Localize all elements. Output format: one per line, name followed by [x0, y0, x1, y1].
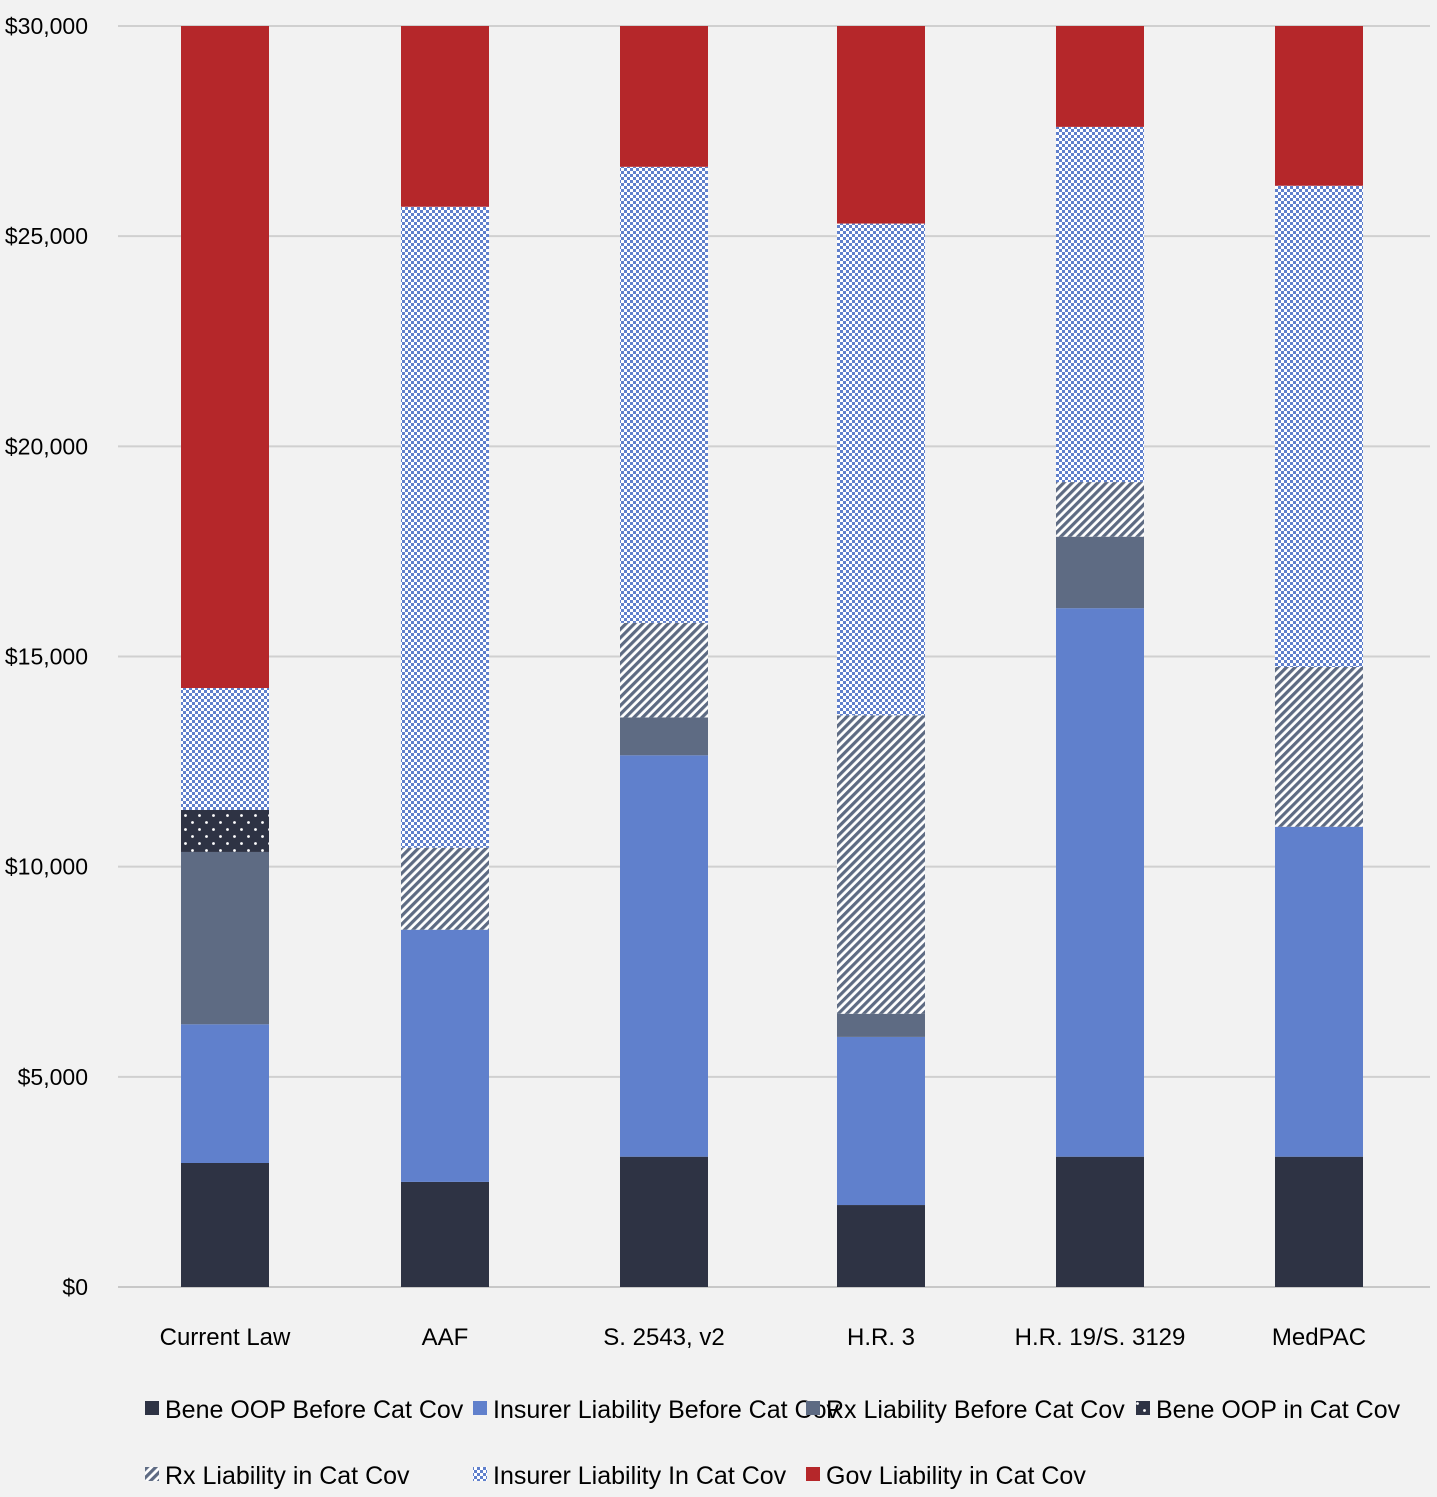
- legend-swatch: [145, 1467, 159, 1481]
- x-category-label: AAF: [422, 1324, 469, 1351]
- bar-segment: [1056, 482, 1144, 537]
- x-category-label: H.R. 19/S. 3129: [1015, 1324, 1186, 1351]
- legend-item: Bene OOP Before Cat Cov: [145, 1396, 464, 1424]
- bar-segment: [181, 1163, 269, 1287]
- legend-label: Bene OOP in Cat Cov: [1156, 1396, 1401, 1424]
- bar-segment: [401, 847, 489, 930]
- bar-segment: [1056, 26, 1144, 127]
- bar-segment: [1275, 26, 1363, 186]
- bar-stack: [181, 26, 269, 1287]
- bar-segment: [620, 1156, 708, 1287]
- bar-segment: [181, 809, 269, 852]
- legend-label: Gov Liability in Cat Cov: [826, 1462, 1086, 1490]
- legend: Bene OOP Before Cat Cov Insurer Liability…: [145, 1396, 1401, 1490]
- x-category-label: S. 2543, v2: [603, 1324, 724, 1351]
- legend-swatch: [1136, 1401, 1150, 1415]
- bar-segment: [837, 1205, 925, 1287]
- legend-label: Insurer Liability Before Cat Cov: [493, 1396, 839, 1424]
- legend-label: Insurer Liability In Cat Cov: [493, 1462, 787, 1490]
- y-tick-label: $15,000: [5, 644, 88, 670]
- legend-item: Insurer Liability In Cat Cov: [473, 1462, 787, 1490]
- y-tick-label: $5,000: [18, 1064, 88, 1090]
- bar-stack: [1275, 26, 1363, 1287]
- bars: [181, 26, 1363, 1287]
- legend-swatch: [806, 1401, 820, 1415]
- y-axis-tick-labels: $0 $5,000 $10,000 $15,000 $20,000 $25,000 $30,…: [5, 13, 88, 1300]
- bar-segment: [837, 1013, 925, 1037]
- bar-segment: [620, 717, 708, 756]
- bar-segment: [401, 206, 489, 848]
- bar-segment: [837, 715, 925, 1014]
- legend-swatch: [145, 1401, 159, 1415]
- bar-segment: [1275, 826, 1363, 1157]
- bar-segment: [181, 26, 269, 689]
- x-axis-category-labels: Current Law AAF S. 2543, v2 H.R. 3 H.R. 19/S…: [160, 1324, 1367, 1351]
- bar-segment: [1275, 185, 1363, 668]
- legend-item: Rx Liability Before Cat Cov: [806, 1396, 1125, 1424]
- bar-stack: [837, 26, 925, 1287]
- bar-segment: [837, 223, 925, 716]
- legend-item: Rx Liability in Cat Cov: [145, 1462, 410, 1490]
- legend-swatch: [473, 1401, 487, 1415]
- bar-segment: [401, 929, 489, 1182]
- x-category-label: Current Law: [160, 1324, 291, 1351]
- legend-label: Rx Liability in Cat Cov: [165, 1462, 410, 1490]
- bar-segment: [181, 688, 269, 810]
- bar-segment: [401, 1181, 489, 1287]
- bar-segment: [837, 1036, 925, 1206]
- bar-segment: [837, 26, 925, 224]
- legend-label: Bene OOP Before Cat Cov: [165, 1396, 464, 1424]
- y-tick-label: $30,000: [5, 13, 88, 39]
- y-tick-label: $0: [62, 1274, 88, 1300]
- bar-segment: [1056, 126, 1144, 483]
- bar-segment: [1056, 1156, 1144, 1287]
- bar-segment: [620, 622, 708, 718]
- legend-label: Rx Liability Before Cat Cov: [826, 1396, 1125, 1424]
- bar-segment: [181, 851, 269, 1025]
- bar-segment: [1275, 667, 1363, 827]
- bar-segment: [181, 1024, 269, 1164]
- bar-segment: [1056, 536, 1144, 609]
- legend-item: Insurer Liability Before Cat Cov: [473, 1396, 839, 1424]
- bar-stack: [1056, 26, 1144, 1287]
- y-tick-label: $10,000: [5, 854, 88, 880]
- gridlines: [118, 25, 1430, 1288]
- x-category-label: H.R. 3: [847, 1324, 915, 1351]
- legend-swatch: [806, 1467, 820, 1481]
- bar-segment: [1275, 1156, 1363, 1287]
- bar-stack: [401, 26, 489, 1287]
- bar-segment: [401, 26, 489, 207]
- bar-segment: [620, 166, 708, 623]
- bar-stack: [620, 26, 708, 1287]
- bar-segment: [1056, 608, 1144, 1157]
- x-category-label: MedPAC: [1272, 1324, 1366, 1351]
- legend-item: Gov Liability in Cat Cov: [806, 1462, 1086, 1490]
- y-tick-label: $25,000: [5, 223, 88, 249]
- bar-segment: [620, 755, 708, 1157]
- y-tick-label: $20,000: [5, 433, 88, 459]
- bar-segment: [620, 26, 708, 167]
- legend-swatch: [473, 1467, 487, 1481]
- legend-item: Bene OOP in Cat Cov: [1136, 1396, 1401, 1424]
